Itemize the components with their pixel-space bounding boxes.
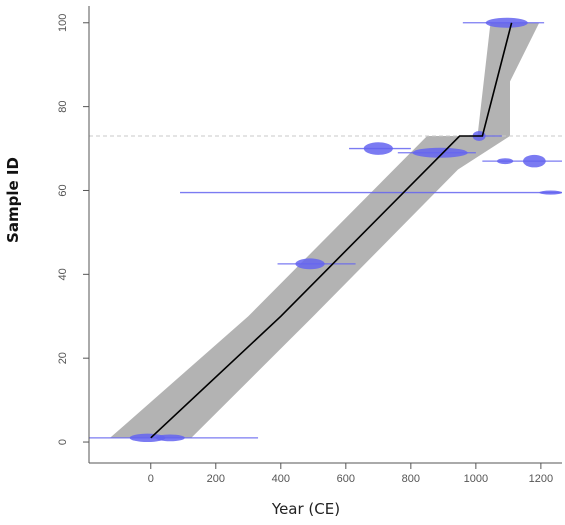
date-distribution [349, 142, 411, 155]
y-tick-label: 100 [57, 14, 69, 32]
x-ticks: 0 200 400 600 800 1000 1200 [148, 463, 553, 485]
date-density-blob [155, 434, 185, 442]
age-model-envelope [110, 22, 540, 438]
date-density-blob [522, 154, 546, 168]
plot-area [89, 17, 562, 443]
x-tick-label: 600 [337, 473, 355, 485]
y-tick-label: 80 [57, 100, 69, 112]
date-distribution [462, 17, 545, 28]
date-density-blob [539, 190, 562, 195]
date-distribution [397, 147, 476, 158]
median-age-line [150, 22, 513, 439]
y-tick-label: 40 [57, 268, 69, 280]
date-density-blob [496, 158, 514, 165]
date-density-blob [129, 433, 166, 443]
date-density-blob [295, 258, 325, 270]
date-density-blob [412, 147, 468, 158]
date-distribution [482, 154, 562, 168]
x-tick-label: 1000 [464, 473, 488, 485]
date-density-blob [363, 142, 393, 155]
axes [88, 6, 562, 464]
x-tick-label: 400 [272, 473, 290, 485]
date-density-blob [485, 17, 528, 28]
y-tick-label: 60 [57, 184, 69, 196]
x-tick-label: 1200 [529, 473, 553, 485]
date-distribution [89, 433, 259, 443]
x-tick-label: 200 [207, 473, 225, 485]
y-axis-title: Sample ID [4, 157, 22, 243]
x-axis-title: Year (CE) [271, 500, 340, 518]
date-distribution [277, 258, 356, 270]
x-tick-label: 800 [402, 473, 420, 485]
y-tick-label: 0 [57, 439, 69, 445]
y-tick-label: 20 [57, 352, 69, 364]
date-distribution [180, 190, 562, 195]
x-tick-label: 0 [148, 473, 154, 485]
y-ticks: 0 20 40 60 80 100 [57, 14, 89, 445]
